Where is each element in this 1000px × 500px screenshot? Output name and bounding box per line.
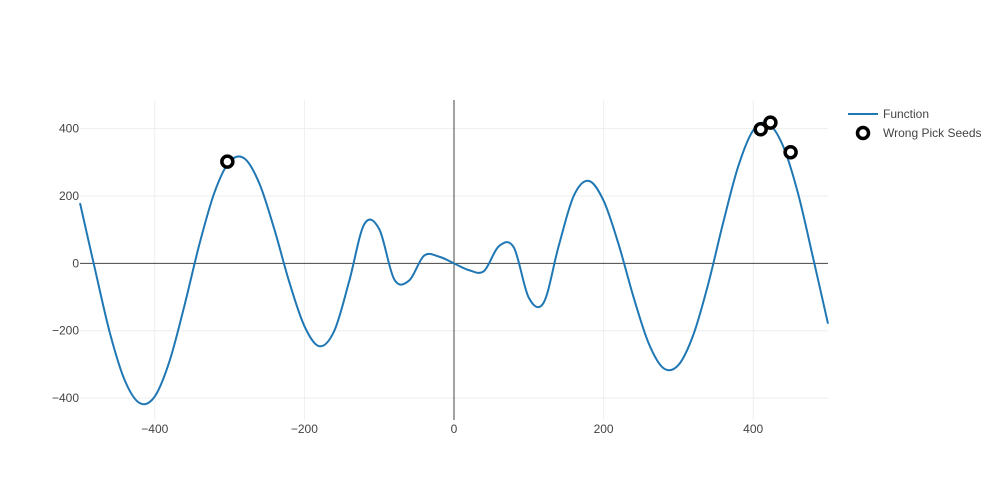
legend-label-seeds: Wrong Pick Seeds (883, 126, 982, 140)
y-tick-label: −200 (52, 324, 79, 338)
legend-label-function: Function (883, 107, 929, 121)
seed-point[interactable] (220, 154, 235, 169)
y-axis-ticks: −400 −200 0 200 400 (52, 122, 79, 405)
legend-marker-symbol (855, 125, 871, 141)
y-tick-label: −400 (52, 391, 79, 405)
legend[interactable]: Function Wrong Pick Seeds (848, 107, 982, 141)
x-tick-label: 200 (594, 422, 614, 436)
y-tick-label: 0 (72, 256, 79, 270)
x-tick-label: 0 (451, 422, 458, 436)
seed-point[interactable] (783, 144, 798, 160)
zero-lines (80, 100, 828, 420)
x-tick-label: −400 (141, 422, 168, 436)
seed-point[interactable] (753, 122, 768, 137)
x-tick-label: −200 (291, 422, 318, 436)
series-line-function[interactable] (79, 121, 829, 406)
seed-point[interactable] (763, 115, 778, 130)
plot-area (79, 115, 829, 406)
x-tick-label: 400 (743, 422, 763, 436)
y-tick-label: 200 (59, 189, 79, 203)
y-tick-label: 400 (59, 122, 79, 136)
x-axis-ticks: −400 −200 0 200 400 (141, 422, 763, 436)
